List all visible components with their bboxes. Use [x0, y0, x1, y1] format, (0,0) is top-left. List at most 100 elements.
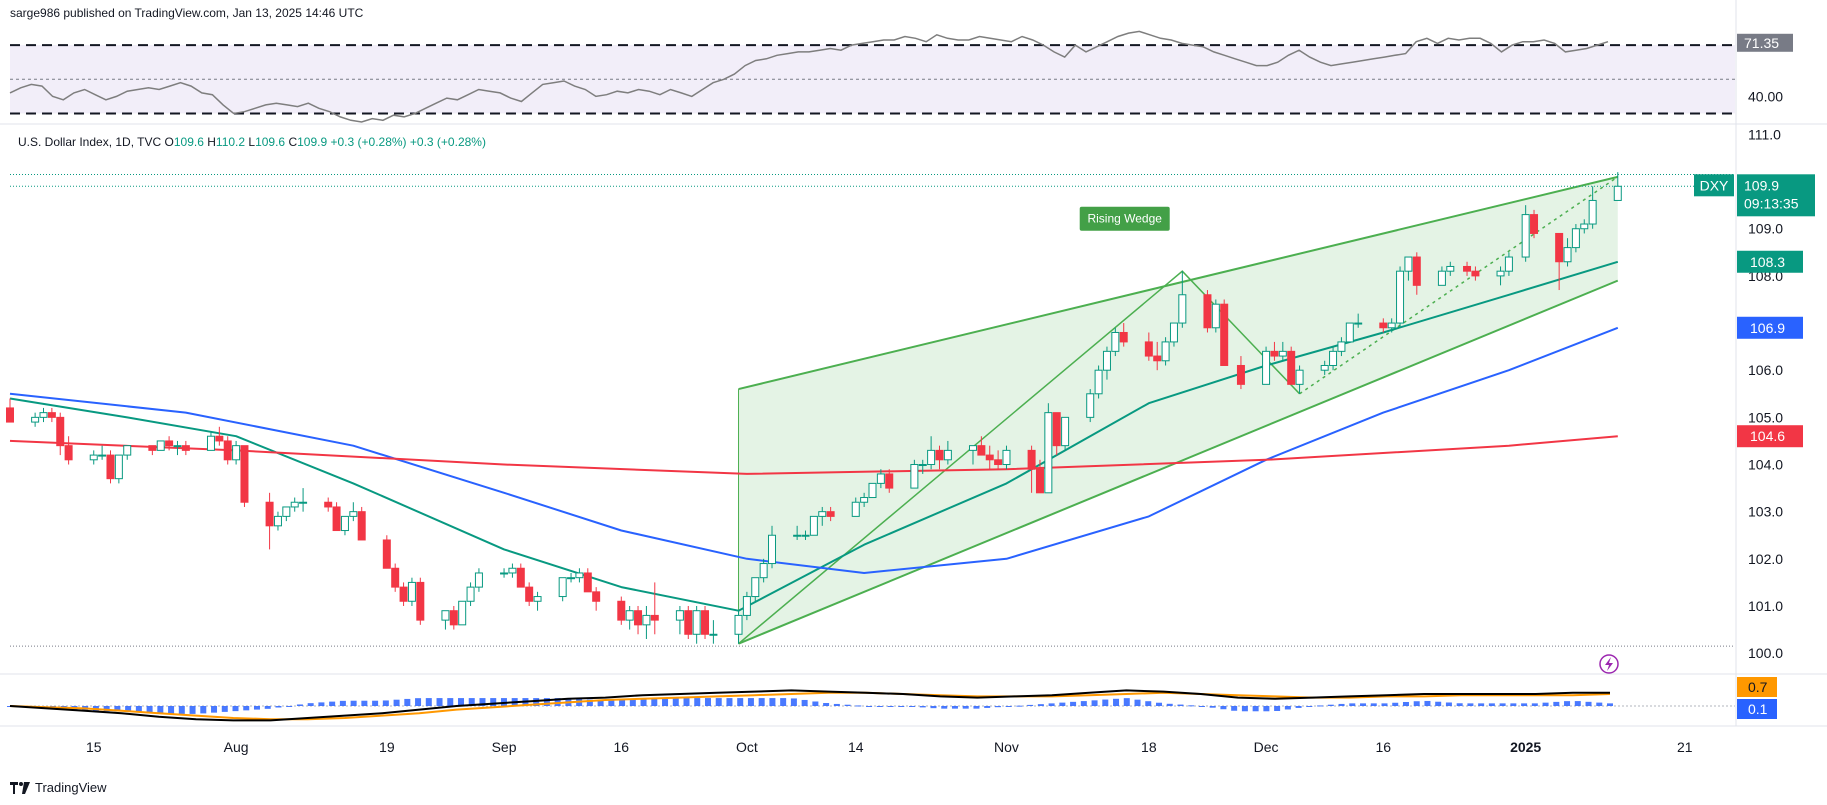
candle: [1412, 252, 1421, 295]
candle-body: [89, 454, 98, 461]
candle-body: [1161, 341, 1170, 362]
macd-histogram-bar: [1177, 704, 1184, 706]
candle: [1555, 232, 1564, 291]
candle: [1504, 252, 1513, 276]
candle: [1613, 172, 1622, 201]
candle: [1061, 416, 1070, 451]
candle-body: [282, 506, 291, 517]
candle-body: [1396, 270, 1405, 324]
candle-body: [1295, 369, 1304, 385]
macd-histogram-bar: [211, 706, 218, 713]
candle-body: [1169, 322, 1178, 343]
candle: [165, 436, 174, 451]
macd-histogram-bar: [747, 698, 754, 706]
macd-histogram-bar: [1188, 705, 1195, 707]
macd-histogram-bar: [393, 699, 400, 706]
axes: 111.0109.0108.0106.0105.0104.0103.0102.0…: [86, 126, 1783, 755]
candle-body: [181, 445, 190, 451]
macd-histogram-bar: [125, 706, 132, 712]
candle: [1345, 322, 1354, 343]
wedge-upper-line: [738, 175, 1619, 391]
macd-histogram-bar: [1059, 702, 1066, 706]
candle-body: [868, 482, 877, 499]
candle: [1270, 341, 1279, 361]
wedge-projection: [1299, 176, 1619, 395]
macd-histogram-bar: [1360, 703, 1367, 706]
candle: [98, 445, 107, 460]
macd-histogram-bar: [200, 706, 207, 714]
candle-body: [357, 511, 366, 541]
candle-body: [575, 572, 584, 579]
candle-body: [441, 610, 450, 621]
open-value: 109.6: [173, 135, 204, 149]
candle-body: [910, 464, 919, 489]
macd-histogram-bar: [866, 706, 873, 707]
candle: [575, 568, 584, 583]
macd-histogram-bar: [1585, 701, 1592, 706]
candle-body: [39, 412, 48, 418]
candle: [156, 440, 165, 451]
macd-histogram-bar: [1424, 700, 1431, 706]
macd-histogram-bar: [823, 703, 830, 706]
candle-body: [215, 435, 224, 442]
candle-body: [416, 581, 425, 621]
candle-body: [1463, 265, 1472, 272]
candle: [533, 591, 542, 611]
candle: [516, 563, 525, 588]
candle-body: [232, 445, 241, 461]
macd-histogram-bar: [1445, 702, 1452, 706]
macd-histogram-bar: [1220, 706, 1227, 710]
macd-histogram-bar: [178, 706, 185, 714]
candle-body: [1278, 350, 1287, 357]
candle-body: [1320, 364, 1329, 371]
macd-histogram-bar: [1510, 703, 1517, 706]
candle: [885, 469, 894, 493]
macd-histogram-bar: [629, 698, 636, 706]
candle: [876, 469, 885, 489]
price-tick-label: 100.0: [1748, 645, 1783, 661]
close-label: C: [288, 135, 298, 149]
macd-histogram-bar: [876, 706, 883, 707]
candle-body: [123, 445, 132, 456]
candle-body: [1061, 416, 1070, 447]
candle: [1161, 337, 1170, 366]
time-tick-label: Nov: [994, 739, 1019, 755]
macd-histogram-bar: [1134, 699, 1141, 706]
candle: [617, 596, 626, 625]
candle: [340, 515, 349, 536]
candle-body: [324, 501, 333, 508]
macd-histogram-bar: [1091, 700, 1098, 706]
candle: [1563, 238, 1572, 267]
ema-slow-tag-text: 104.6: [1750, 428, 1785, 444]
candle: [634, 605, 643, 635]
candle-body: [1220, 303, 1229, 366]
brand-name: TradingView: [35, 780, 107, 795]
symbol-line[interactable]: U.S. Dollar Index, 1D, TVC: [18, 135, 162, 149]
candle-body: [466, 586, 475, 602]
candle: [458, 600, 467, 626]
macd-histogram-bar: [404, 698, 411, 706]
candle: [89, 450, 98, 465]
tradingview-logo[interactable]: TradingView: [10, 780, 107, 795]
candle-body: [332, 506, 341, 532]
candle: [1463, 261, 1472, 276]
macd-histogram-bar: [586, 699, 593, 706]
macd-histogram-bar: [909, 706, 916, 707]
macd-histogram-bar: [1553, 701, 1560, 706]
candle: [474, 568, 483, 592]
macd-histogram-bar: [275, 706, 282, 708]
candle-body: [173, 445, 182, 448]
macd-histogram-bar: [350, 700, 357, 706]
candle-body: [1504, 256, 1513, 272]
candle-body: [977, 445, 986, 456]
candle: [1211, 299, 1220, 333]
lightning-icon: [1599, 654, 1619, 674]
candle: [382, 535, 391, 569]
macd-histogram-bar: [1016, 705, 1023, 707]
candle-body: [860, 497, 869, 503]
macd-histogram-bar: [994, 706, 1001, 708]
rsi-pane: 40.00 71.35: [9, 30, 1793, 123]
candle-body: [1379, 322, 1388, 329]
macd-histogram-bar: [1381, 703, 1388, 706]
